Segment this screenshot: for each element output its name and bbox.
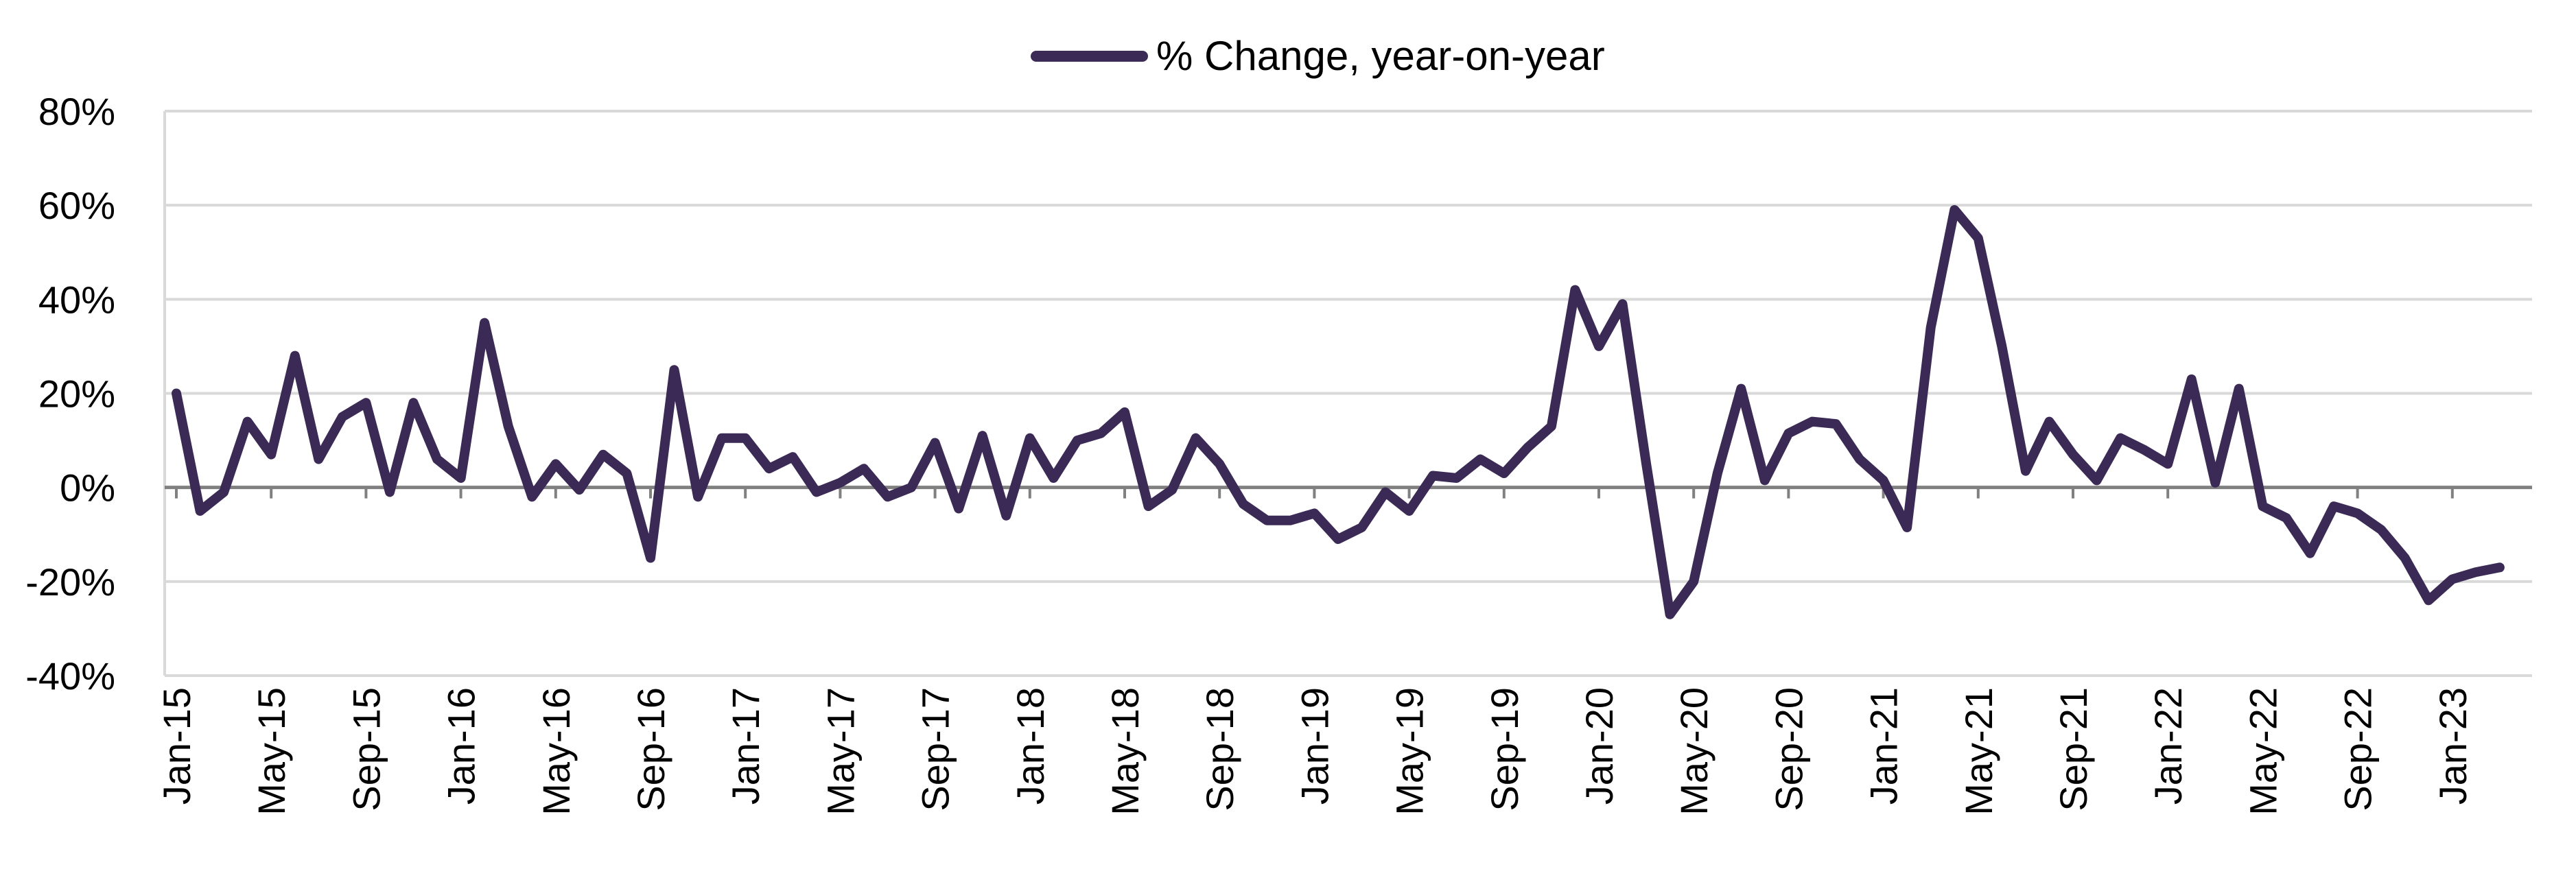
y-tick-label: 40% xyxy=(38,278,115,321)
series-group xyxy=(172,205,2505,619)
x-tick-label: Jan-18 xyxy=(1009,687,1052,805)
gridlines xyxy=(165,110,2532,583)
axes xyxy=(163,111,2532,677)
x-tick-label: May-20 xyxy=(1672,687,1716,816)
x-tick-label: Jan-23 xyxy=(2431,687,2474,805)
series-line xyxy=(172,205,2505,619)
x-tick-label: Sep-22 xyxy=(2337,687,2380,811)
y-tick-label: -20% xyxy=(25,560,115,604)
x-tick-label: May-17 xyxy=(819,687,862,816)
x-tick-label: Jan-19 xyxy=(1293,687,1336,805)
y-tick-label: 0% xyxy=(60,466,115,510)
y-axis-tick-labels: -40% -20% 0% 20% 40% 60% 80% xyxy=(25,90,115,698)
x-tick-label: May-15 xyxy=(250,687,293,816)
x-tick-label: May-21 xyxy=(1957,687,2000,816)
x-tick-label: Sep-19 xyxy=(1483,687,1526,811)
x-tick-label: Sep-21 xyxy=(2052,687,2095,811)
legend-label: % Change, year-on-year xyxy=(1156,33,1605,79)
x-tick-label: Jan-17 xyxy=(724,687,767,805)
x-axis-tick-labels: Jan-15 May-15 Sep-15 Jan-16 May-16 Sep-16 Jan-… xyxy=(155,687,2474,816)
x-tick-label: Jan-15 xyxy=(155,687,198,805)
x-tick-label: Jan-21 xyxy=(1862,687,1906,805)
x-tick-label: Sep-15 xyxy=(344,687,388,811)
y-tick-label: -40% xyxy=(25,654,115,698)
x-tick-label: Sep-17 xyxy=(914,687,957,811)
x-tick-label: May-18 xyxy=(1103,687,1147,816)
x-tick-label: Jan-16 xyxy=(440,687,483,805)
x-tick-label: Sep-16 xyxy=(629,687,672,811)
y-tick-label: 80% xyxy=(38,90,115,133)
x-tick-label: Sep-18 xyxy=(1198,687,1241,811)
y-tick-label: 60% xyxy=(38,184,115,227)
legend: % Change, year-on-year xyxy=(1031,33,1605,79)
x-tick-label: May-19 xyxy=(1388,687,1431,816)
x-tick-label: May-22 xyxy=(2241,687,2284,816)
x-tick-label: Sep-20 xyxy=(1767,687,1810,811)
y-tick-label: 20% xyxy=(38,372,115,416)
x-tick-label: Jan-20 xyxy=(1578,687,1621,805)
x-tick-label: May-16 xyxy=(535,687,578,816)
x-tick-label: Jan-22 xyxy=(2146,687,2190,805)
